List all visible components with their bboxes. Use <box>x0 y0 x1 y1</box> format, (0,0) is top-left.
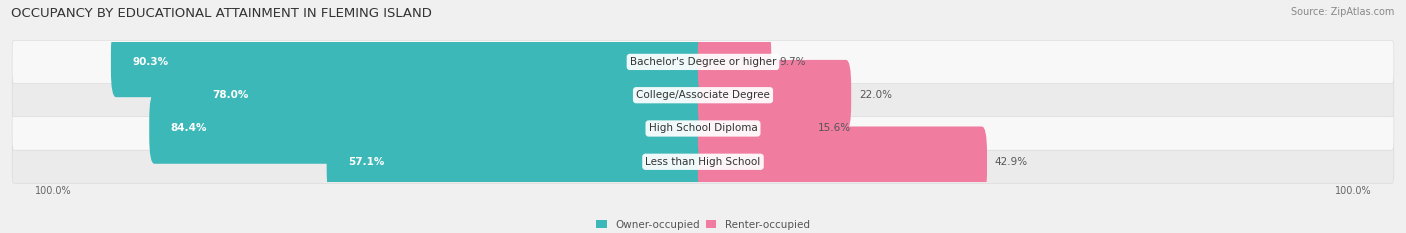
Text: 15.6%: 15.6% <box>817 123 851 134</box>
Text: OCCUPANCY BY EDUCATIONAL ATTAINMENT IN FLEMING ISLAND: OCCUPANCY BY EDUCATIONAL ATTAINMENT IN F… <box>11 7 432 20</box>
Text: 90.3%: 90.3% <box>132 57 169 67</box>
Legend: Owner-occupied, Renter-occupied: Owner-occupied, Renter-occupied <box>596 220 810 230</box>
FancyBboxPatch shape <box>697 27 772 97</box>
Text: Source: ZipAtlas.com: Source: ZipAtlas.com <box>1291 7 1395 17</box>
FancyBboxPatch shape <box>149 93 709 164</box>
FancyBboxPatch shape <box>13 40 1393 84</box>
Text: 78.0%: 78.0% <box>212 90 249 100</box>
Text: 9.7%: 9.7% <box>779 57 806 67</box>
Text: 42.9%: 42.9% <box>995 157 1028 167</box>
FancyBboxPatch shape <box>13 107 1393 150</box>
FancyBboxPatch shape <box>111 27 709 97</box>
FancyBboxPatch shape <box>13 74 1393 117</box>
FancyBboxPatch shape <box>326 127 709 197</box>
Text: Bachelor's Degree or higher: Bachelor's Degree or higher <box>630 57 776 67</box>
FancyBboxPatch shape <box>697 127 987 197</box>
FancyBboxPatch shape <box>191 60 709 130</box>
Text: High School Diploma: High School Diploma <box>648 123 758 134</box>
Text: 57.1%: 57.1% <box>349 157 384 167</box>
Text: Less than High School: Less than High School <box>645 157 761 167</box>
FancyBboxPatch shape <box>697 93 810 164</box>
Text: 22.0%: 22.0% <box>859 90 891 100</box>
FancyBboxPatch shape <box>697 60 851 130</box>
Text: 84.4%: 84.4% <box>170 123 207 134</box>
FancyBboxPatch shape <box>13 140 1393 183</box>
Text: College/Associate Degree: College/Associate Degree <box>636 90 770 100</box>
